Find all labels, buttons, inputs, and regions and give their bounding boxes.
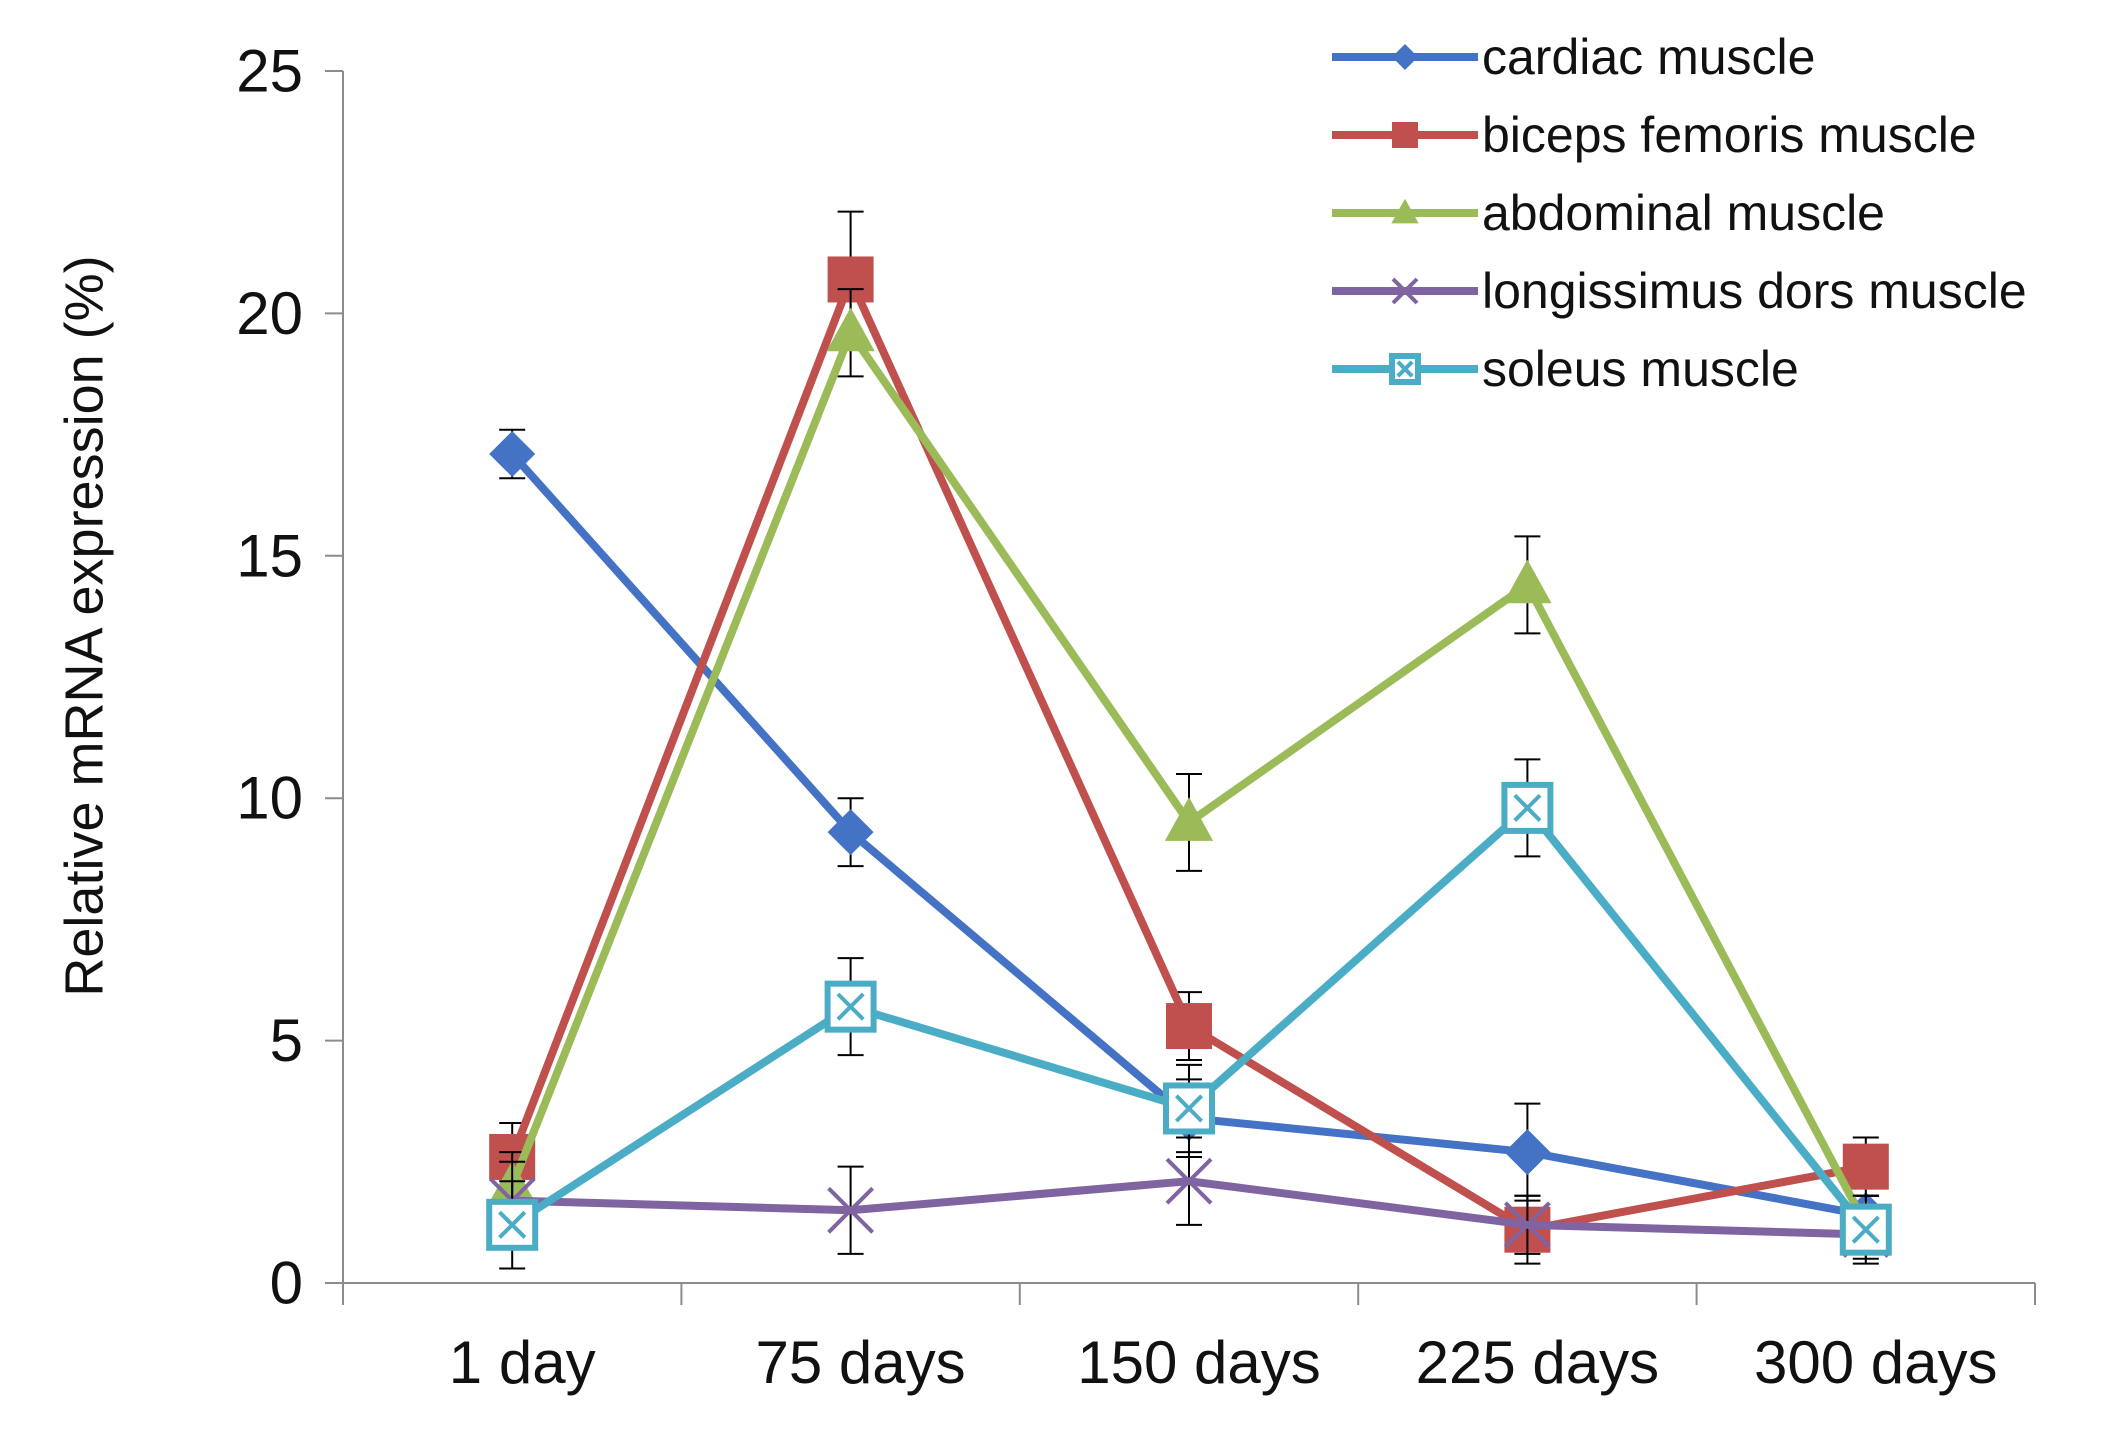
data-point-biceps-femoris-muscle bbox=[1166, 1003, 1212, 1050]
legend-label: soleus muscle bbox=[1482, 341, 1799, 397]
x-tick-label: 1 day bbox=[449, 1329, 596, 1396]
data-point-biceps-femoris-muscle bbox=[1842, 1143, 1889, 1190]
y-tick-label: 25 bbox=[236, 38, 303, 105]
data-point-soleus-muscle bbox=[824, 980, 877, 1033]
x-tick-label: 75 days bbox=[756, 1329, 966, 1396]
data-point-soleus-muscle bbox=[1839, 1203, 1892, 1256]
data-point-abdominal-muscle bbox=[1503, 559, 1552, 604]
x-tick-label: 150 days bbox=[1077, 1329, 1321, 1396]
y-tick-label: 20 bbox=[236, 280, 303, 347]
x-tick-label: 300 days bbox=[1754, 1329, 1998, 1396]
data-point-longissimus-dors-muscle bbox=[827, 1186, 875, 1234]
legend-item: abdominal muscle bbox=[1332, 185, 1885, 241]
data-point-abdominal-muscle bbox=[1164, 797, 1214, 841]
x-ticks: 1 day 75 days 150 days 225 days 300 days bbox=[342, 1283, 2036, 1396]
x-tick-label: 225 days bbox=[1416, 1329, 1660, 1396]
legend-label: longissimus dors muscle bbox=[1482, 263, 2027, 319]
legend-item: biceps femoris muscle bbox=[1332, 107, 1977, 163]
legend-label: abdominal muscle bbox=[1482, 185, 1885, 241]
legend-marker bbox=[1392, 122, 1418, 148]
legend-item: cardiac muscle bbox=[1332, 29, 1815, 85]
y-axis-title: Relative mRNA expression (%) bbox=[54, 255, 114, 996]
data-point-longissimus-dors-muscle bbox=[1503, 1201, 1551, 1249]
legend-label: biceps femoris muscle bbox=[1482, 107, 1977, 163]
legend-marker bbox=[1391, 198, 1419, 224]
y-ticks: 0 5 10 15 20 25 bbox=[236, 38, 343, 1317]
series-layer bbox=[486, 210, 1892, 1270]
legend-marker bbox=[1392, 44, 1418, 70]
legend-item: soleus muscle bbox=[1332, 341, 1799, 397]
legend-item: longissimus dors muscle bbox=[1332, 263, 2027, 319]
data-point-cardiac-muscle bbox=[1504, 1129, 1551, 1176]
data-point-longissimus-dors-muscle bbox=[1165, 1157, 1213, 1205]
data-point-abdominal-muscle bbox=[826, 307, 875, 352]
axes bbox=[342, 71, 2035, 1284]
data-point-soleus-muscle bbox=[486, 1198, 539, 1251]
data-point-soleus-muscle bbox=[1501, 781, 1554, 834]
legend-marker bbox=[1391, 277, 1419, 305]
series-soleus-muscle bbox=[486, 758, 1892, 1270]
data-point-cardiac-muscle bbox=[489, 430, 536, 477]
y-tick-label: 5 bbox=[270, 1007, 303, 1074]
y-tick-label: 10 bbox=[236, 765, 303, 832]
y-tick-label: 0 bbox=[270, 1250, 303, 1317]
legend: cardiac muscle biceps femoris muscle abdom… bbox=[1332, 29, 2027, 397]
y-tick-label: 15 bbox=[236, 522, 303, 589]
legend-label: cardiac muscle bbox=[1482, 29, 1815, 85]
data-point-cardiac-muscle bbox=[827, 809, 874, 856]
data-point-soleus-muscle bbox=[1163, 1082, 1215, 1135]
legend-marker bbox=[1389, 353, 1421, 385]
